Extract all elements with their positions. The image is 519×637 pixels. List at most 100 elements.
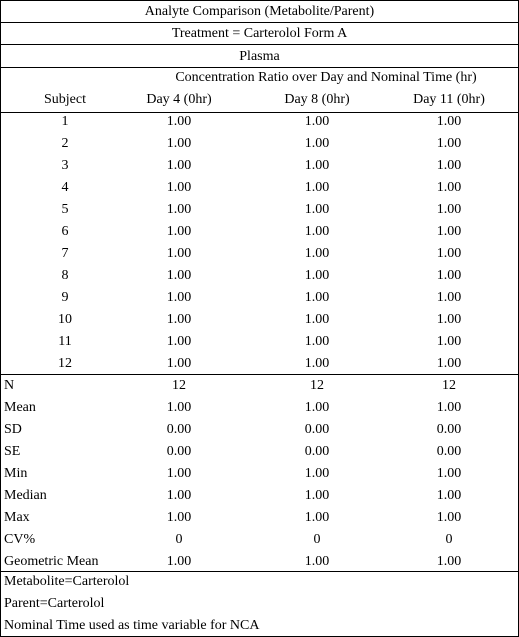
subject-id: 1 bbox=[61, 114, 69, 129]
value-day4: 1.00 bbox=[166, 312, 192, 327]
value-day11: 1.00 bbox=[436, 180, 462, 195]
stat-day8: 1.00 bbox=[304, 466, 330, 481]
subject-id: 8 bbox=[61, 268, 69, 283]
column-header-day4: Day 4 (0hr) bbox=[146, 92, 212, 107]
stat-label: Geometric Mean bbox=[4, 554, 99, 569]
stat-day8: 1.00 bbox=[304, 554, 330, 569]
stat-day11: 1.00 bbox=[436, 554, 462, 569]
stat-label: N bbox=[4, 378, 15, 393]
subject-id: 3 bbox=[61, 158, 69, 173]
value-day4: 1.00 bbox=[166, 356, 192, 371]
column-header-subject: Subject bbox=[44, 92, 86, 107]
divider bbox=[1, 374, 518, 375]
divider bbox=[1, 571, 518, 572]
subject-id: 11 bbox=[58, 334, 72, 349]
value-day8: 1.00 bbox=[304, 158, 330, 173]
stat-day8: 1.00 bbox=[304, 400, 330, 415]
value-day8: 1.00 bbox=[304, 202, 330, 217]
divider bbox=[1, 44, 518, 45]
value-day4: 1.00 bbox=[166, 246, 192, 261]
value-day11: 1.00 bbox=[436, 246, 462, 261]
value-day11: 1.00 bbox=[436, 114, 462, 129]
value-day11: 1.00 bbox=[436, 312, 462, 327]
column-header-day11: Day 11 (0hr) bbox=[413, 92, 485, 107]
stat-day11: 12 bbox=[442, 378, 456, 393]
stat-row: SD 0.00 0.00 0.00 bbox=[1, 419, 518, 441]
subject-id: 9 bbox=[61, 290, 69, 305]
stat-day11: 0 bbox=[445, 532, 453, 547]
table-row: 12 1.00 1.00 1.00 bbox=[1, 353, 518, 375]
stat-day4: 0.00 bbox=[166, 444, 192, 459]
value-day8: 1.00 bbox=[304, 268, 330, 283]
value-day4: 1.00 bbox=[166, 114, 192, 129]
divider bbox=[1, 22, 518, 23]
table-row: 5 1.00 1.00 1.00 bbox=[1, 199, 518, 221]
value-day11: 1.00 bbox=[436, 356, 462, 371]
value-day4: 1.00 bbox=[166, 268, 192, 283]
column-header-day8: Day 8 (0hr) bbox=[284, 92, 350, 107]
stat-day8: 0 bbox=[313, 532, 321, 547]
divider bbox=[1, 112, 518, 113]
stat-label: SE bbox=[4, 444, 21, 459]
subject-id: 10 bbox=[58, 312, 72, 327]
subject-id: 12 bbox=[58, 356, 72, 371]
stat-day4: 12 bbox=[172, 378, 186, 393]
table-row: 10 1.00 1.00 1.00 bbox=[1, 309, 518, 331]
table-title: Analyte Comparison (Metabolite/Parent) bbox=[144, 4, 375, 19]
footnote-nominal-time: Nominal Time used as time variable for N… bbox=[4, 618, 260, 633]
group-header-row: Concentration Ratio over Day and Nominal… bbox=[1, 67, 518, 89]
stat-label: SD bbox=[4, 422, 22, 437]
value-day8: 1.00 bbox=[304, 246, 330, 261]
stat-day11: 0.00 bbox=[436, 422, 462, 437]
stat-label: Min bbox=[4, 466, 28, 481]
value-day11: 1.00 bbox=[436, 290, 462, 305]
value-day8: 1.00 bbox=[304, 290, 330, 305]
stat-day4: 1.00 bbox=[166, 400, 192, 415]
footnote-metabolite: Metabolite=Carterolol bbox=[4, 574, 130, 589]
value-day11: 1.00 bbox=[436, 334, 462, 349]
value-day4: 1.00 bbox=[166, 334, 192, 349]
subject-id: 7 bbox=[61, 246, 69, 261]
value-day11: 1.00 bbox=[436, 268, 462, 283]
subject-id: 6 bbox=[61, 224, 69, 239]
table-row: 11 1.00 1.00 1.00 bbox=[1, 331, 518, 353]
stat-day11: 1.00 bbox=[436, 466, 462, 481]
stat-row: N 12 12 12 bbox=[1, 375, 518, 397]
value-day11: 1.00 bbox=[436, 158, 462, 173]
stat-day4: 1.00 bbox=[166, 554, 192, 569]
treatment-label: Treatment = Carterolol Form A bbox=[171, 26, 348, 41]
stat-row: Median 1.00 1.00 1.00 bbox=[1, 485, 518, 507]
value-day8: 1.00 bbox=[304, 312, 330, 327]
table-row: 6 1.00 1.00 1.00 bbox=[1, 221, 518, 243]
stat-day8: 1.00 bbox=[304, 488, 330, 503]
value-day8: 1.00 bbox=[304, 334, 330, 349]
value-day8: 1.00 bbox=[304, 224, 330, 239]
stat-day8: 0.00 bbox=[304, 422, 330, 437]
value-day4: 1.00 bbox=[166, 136, 192, 151]
table-row: 4 1.00 1.00 1.00 bbox=[1, 177, 518, 199]
stat-day4: 0 bbox=[175, 532, 183, 547]
value-day4: 1.00 bbox=[166, 158, 192, 173]
stat-label: Median bbox=[4, 488, 47, 503]
value-day4: 1.00 bbox=[166, 180, 192, 195]
stat-row: Geometric Mean 1.00 1.00 1.00 bbox=[1, 551, 518, 573]
stat-day4: 1.00 bbox=[166, 488, 192, 503]
stat-label: Max bbox=[4, 510, 30, 525]
subject-id: 4 bbox=[61, 180, 69, 195]
stat-row: CV% 0 0 0 bbox=[1, 529, 518, 551]
value-day8: 1.00 bbox=[304, 180, 330, 195]
column-header-row: Subject Day 4 (0hr) Day 8 (0hr) Day 11 (… bbox=[1, 89, 518, 111]
stat-day11: 1.00 bbox=[436, 510, 462, 525]
stat-day4: 1.00 bbox=[166, 510, 192, 525]
value-day4: 1.00 bbox=[166, 224, 192, 239]
stat-day8: 12 bbox=[310, 378, 324, 393]
value-day11: 1.00 bbox=[436, 224, 462, 239]
stat-label: Mean bbox=[4, 400, 36, 415]
table-row: 2 1.00 1.00 1.00 bbox=[1, 133, 518, 155]
stat-day8: 1.00 bbox=[304, 510, 330, 525]
value-day8: 1.00 bbox=[304, 136, 330, 151]
stat-row: Mean 1.00 1.00 1.00 bbox=[1, 397, 518, 419]
stat-day4: 1.00 bbox=[166, 466, 192, 481]
stat-day11: 1.00 bbox=[436, 400, 462, 415]
